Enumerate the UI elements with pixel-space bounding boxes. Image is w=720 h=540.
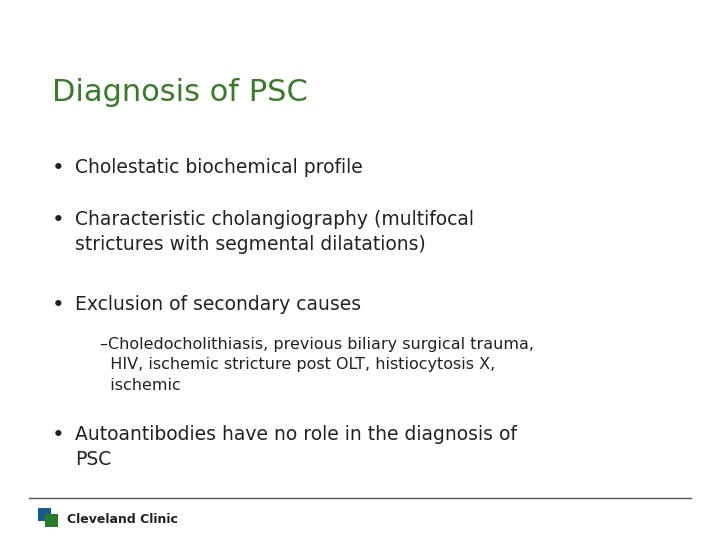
Text: Cleveland Clinic: Cleveland Clinic — [66, 513, 177, 526]
Text: Characteristic cholangiography (multifocal
strictures with segmental dilatations: Characteristic cholangiography (multifoc… — [75, 210, 474, 254]
Text: •: • — [52, 158, 65, 178]
Bar — [45, 514, 58, 527]
Bar — [38, 508, 51, 521]
Text: Exclusion of secondary causes: Exclusion of secondary causes — [75, 295, 361, 314]
Text: Diagnosis of PSC: Diagnosis of PSC — [52, 78, 308, 107]
Text: •: • — [52, 425, 65, 445]
Text: •: • — [52, 210, 65, 230]
Text: –Choledocholithiasis, previous biliary surgical trauma,
  HIV, ischemic strictur: –Choledocholithiasis, previous biliary s… — [100, 337, 534, 393]
Text: Cholestatic biochemical profile: Cholestatic biochemical profile — [75, 158, 363, 177]
Text: Autoantibodies have no role in the diagnosis of
PSC: Autoantibodies have no role in the diagn… — [75, 425, 517, 469]
Text: •: • — [52, 295, 65, 315]
